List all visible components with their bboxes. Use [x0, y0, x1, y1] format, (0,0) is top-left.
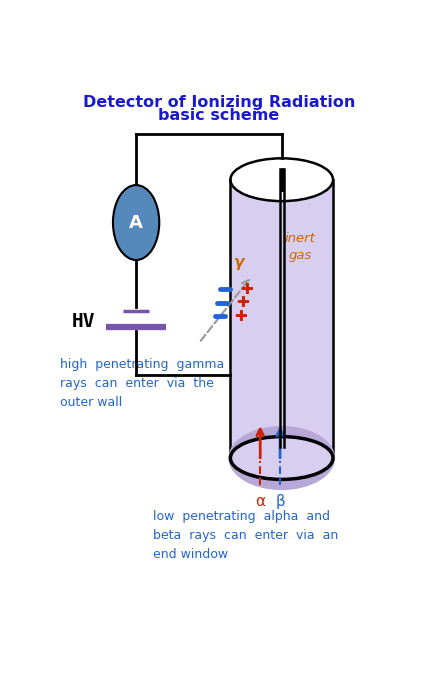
Text: low  penetrating  alpha  and
beta  rays  can  enter  via  an
end window: low penetrating alpha and beta rays can … — [153, 510, 337, 561]
Text: Detector of Ionizing Radiation: Detector of Ionizing Radiation — [83, 95, 354, 110]
Bar — [230, 180, 332, 458]
Ellipse shape — [112, 185, 159, 260]
Text: γ: γ — [233, 255, 243, 270]
Ellipse shape — [228, 426, 334, 490]
Text: basic scheme: basic scheme — [158, 108, 279, 123]
Text: high  penetrating  gamma
rays  can  enter  via  the
outer wall: high penetrating gamma rays can enter vi… — [60, 358, 224, 409]
Ellipse shape — [230, 436, 332, 480]
Text: ✚: ✚ — [234, 309, 247, 324]
Ellipse shape — [230, 158, 332, 201]
Text: β: β — [274, 494, 284, 509]
Text: ✚: ✚ — [239, 282, 252, 297]
Text: inert
gas: inert gas — [284, 231, 315, 261]
Text: A: A — [129, 213, 143, 231]
Text: ✚: ✚ — [236, 295, 249, 310]
Text: α: α — [255, 494, 265, 509]
Text: HV: HV — [71, 312, 95, 331]
